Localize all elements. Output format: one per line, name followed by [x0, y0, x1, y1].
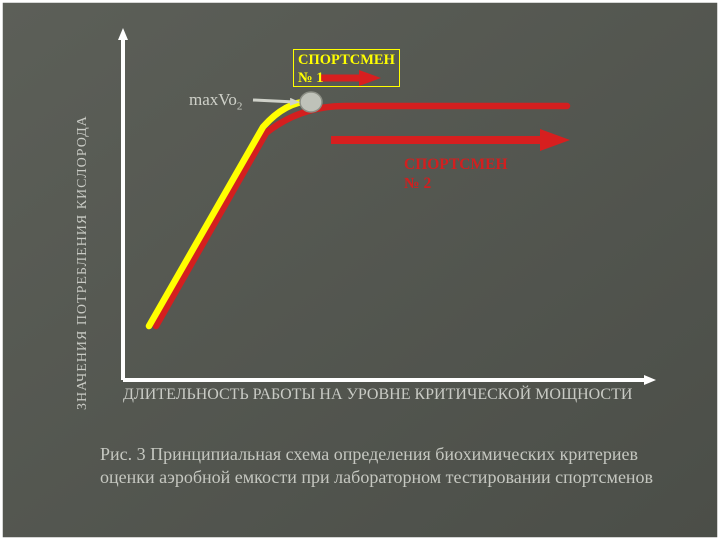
athlete-2-label: СПОРТСМЕН № 2 [404, 155, 508, 194]
athlete-1-label: СПОРТСМЕН № 1 [298, 51, 395, 87]
figure-caption: Рис. 3 Принципиальная схема определения … [100, 443, 655, 488]
slide-root: ЗНАЧЕНИЯ ПОТРЕБЛЕНИЯ КИСЛОРОДА ДЛИТЕЛЬНО… [0, 0, 720, 540]
maxvo2-arrow [253, 100, 295, 102]
athlete-1-label-l1: СПОРТСМЕН [298, 52, 395, 68]
x-axis-label: ДЛИТЕЛЬНОСТЬ РАБОТЫ НА УРОВНЕ КРИТИЧЕСКО… [123, 385, 643, 405]
maxvo2-sub: 2 [237, 100, 243, 112]
maxvo2-text: maxVo [189, 90, 237, 109]
athlete-2-label-l2: № 2 [404, 175, 431, 192]
athlete-2-label-l1: СПОРТСМЕН [404, 156, 508, 173]
y-axis-label: ЗНАЧЕНИЯ ПОТРЕБЛЕНИЯ КИСЛОРОДА [75, 30, 91, 410]
plateau-marker [300, 92, 322, 112]
maxvo2-label: maxVo2 [189, 90, 242, 112]
athlete-1-label-l2: № 1 [298, 70, 323, 86]
